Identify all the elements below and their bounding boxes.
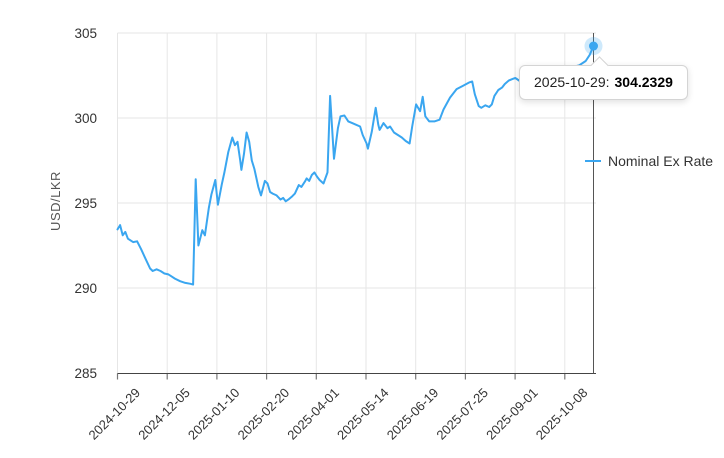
y-tick-label: 285 [74, 366, 97, 381]
x-tick-label: 2024-10-29 [86, 385, 144, 443]
legend-label: Nominal Ex Rate [608, 153, 714, 169]
y-tick-label: 290 [74, 281, 97, 296]
tooltip: 2025-10-29: 304.2329 [519, 65, 688, 100]
marker-dot [589, 41, 598, 51]
x-axis-labels: 2024-10-292024-12-052025-01-102025-02-20… [86, 385, 591, 443]
tooltip-value: 304.2329 [614, 74, 673, 90]
x-tick-label: 2025-07-25 [433, 385, 491, 443]
x-tick-label: 2025-01-10 [185, 385, 243, 443]
series-line-nominal-ex-rate[interactable] [116, 45, 595, 286]
x-tick-label: 2025-02-20 [235, 385, 293, 443]
x-tick-label: 2025-10-08 [533, 385, 591, 443]
y-axis-title: USD/LKR [48, 171, 63, 231]
legend-line-icon [585, 160, 601, 162]
x-tick-label: 2025-05-14 [334, 385, 392, 443]
x-tick-label: 2025-04-01 [284, 385, 342, 443]
y-axis-labels: 285 290 295 300 305 [74, 26, 97, 381]
y-tick-label: 300 [74, 111, 97, 126]
hover-point-marker [584, 37, 603, 56]
y-tick-label: 305 [74, 26, 97, 41]
series-path[interactable] [116, 45, 595, 286]
legend-item-nominal-ex-rate[interactable]: Nominal Ex Rate [585, 153, 713, 169]
x-tick-label: 2025-09-01 [483, 385, 541, 443]
x-tick-label: 2024-12-05 [135, 385, 193, 443]
x-axis [116, 373, 596, 380]
x-tick-label: 2025-06-19 [384, 385, 442, 443]
gridlines [117, 32, 596, 374]
y-tick-label: 295 [74, 196, 97, 211]
tooltip-date: 2025-10-29: [534, 74, 610, 90]
